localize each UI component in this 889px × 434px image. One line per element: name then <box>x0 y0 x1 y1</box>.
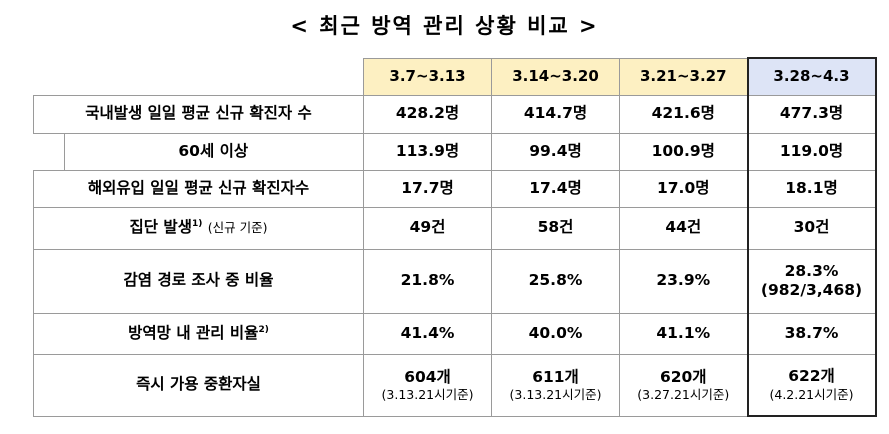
cell-value: 40.0% <box>491 312 620 355</box>
cell-value: 30건 <box>746 206 877 250</box>
cell-value: 21.8% <box>363 248 492 314</box>
comparison-table: 3.7~3.13 3.14~3.20 3.21~3.27 3.28~4.3 국내… <box>33 57 877 417</box>
cell-value-multi: 622개 (4.2.21시기준) <box>746 353 877 417</box>
row-label: 해외유입 일일 평균 신규 확진자수 <box>33 169 364 208</box>
cell-subvalue: (4.2.21시기준) <box>769 386 854 402</box>
cell-value-multi: 604개 (3.13.21시기준) <box>363 353 492 417</box>
cell-subvalue: (3.27.21시기준) <box>637 386 730 402</box>
cell-value: 41.1% <box>619 312 748 355</box>
col-header: 3.7~3.13 <box>363 57 492 96</box>
cell-value: 604개 <box>404 367 451 386</box>
row-label: 감염 경로 조사 중 비율 <box>33 248 364 314</box>
row-label-text: 방역망 내 관리 비율 <box>128 323 259 342</box>
cell-subvalue: (982/3,468) <box>760 281 863 299</box>
row-label: 국내발생 일일 평균 신규 확진자 수 <box>33 94 364 134</box>
cell-value-multi: 611개 (3.13.21시기준) <box>491 353 620 417</box>
row-label: 집단 발생1) (신규 기준) <box>33 206 364 250</box>
col-header: 3.14~3.20 <box>491 57 620 96</box>
table-row: 집단 발생1) (신규 기준) 49건 58건 44건 30건 <box>33 206 877 250</box>
table-row: 60세 이상 113.9명 99.4명 100.9명 119.0명 <box>33 132 877 171</box>
cell-value: 477.3명 <box>746 94 877 134</box>
cell-value-multi: 620개 (3.27.21시기준) <box>619 353 748 417</box>
row-label: 즉시 가용 중환자실 <box>33 353 364 417</box>
cell-value: 25.8% <box>491 248 620 314</box>
table-row: 즉시 가용 중환자실 604개 (3.13.21시기준) 611개 (3.13.… <box>33 353 877 417</box>
cell-value: 113.9명 <box>363 132 492 171</box>
cell-value: 119.0명 <box>746 132 877 171</box>
cell-value-multi: 28.3% (982/3,468) <box>746 248 877 314</box>
footnote-mark: 1) <box>191 219 203 230</box>
table-row: 해외유입 일일 평균 신규 확진자수 17.7명 17.4명 17.0명 18.… <box>33 169 877 208</box>
cell-value: 620개 <box>659 367 707 386</box>
row-label-sub: 60세 이상 <box>33 132 364 171</box>
cell-value: 414.7명 <box>491 94 620 134</box>
cell-value: 44건 <box>619 206 748 250</box>
row-label-text: 집단 발생 <box>129 218 192 237</box>
row-label-note: (신규 기준) <box>207 220 268 236</box>
cell-value: 49건 <box>363 206 492 250</box>
cell-value: 28.3% <box>784 261 839 280</box>
cell-value: 23.9% <box>619 248 748 314</box>
cell-value: 622개 <box>788 367 835 386</box>
header-row: 3.7~3.13 3.14~3.20 3.21~3.27 3.28~4.3 <box>33 57 877 96</box>
cell-value: 611개 <box>532 367 579 386</box>
cell-value: 58건 <box>491 206 620 250</box>
table-row: 방역망 내 관리 비율2) 41.4% 40.0% 41.1% 38.7% <box>33 312 877 355</box>
cell-value: 421.6명 <box>619 94 748 134</box>
table-row: 감염 경로 조사 중 비율 21.8% 25.8% 23.9% 28.3% (9… <box>33 248 877 314</box>
footnote-mark: 2) <box>258 324 269 335</box>
col-header: 3.28~4.3 <box>746 57 877 96</box>
cell-value: 100.9명 <box>619 132 748 171</box>
cell-value: 38.7% <box>746 312 877 355</box>
cell-value: 18.1명 <box>746 169 877 208</box>
page-title: < 최근 방역 관리 상황 비교 > <box>290 14 599 38</box>
cell-value: 41.4% <box>363 312 492 355</box>
col-header: 3.21~3.27 <box>619 57 748 96</box>
cell-value: 428.2명 <box>363 94 492 134</box>
cell-value: 17.7명 <box>363 169 492 208</box>
header-blank-cell <box>33 58 364 96</box>
table-row: 국내발생 일일 평균 신규 확진자 수 428.2명 414.7명 421.6명… <box>33 94 877 134</box>
cell-value: 99.4명 <box>491 132 620 171</box>
row-label: 방역망 내 관리 비율2) <box>33 312 364 355</box>
cell-value: 17.0명 <box>619 169 748 208</box>
cell-subvalue: (3.13.21시기준) <box>509 386 602 402</box>
cell-subvalue: (3.13.21시기준) <box>381 386 474 402</box>
cell-value: 17.4명 <box>491 169 620 208</box>
